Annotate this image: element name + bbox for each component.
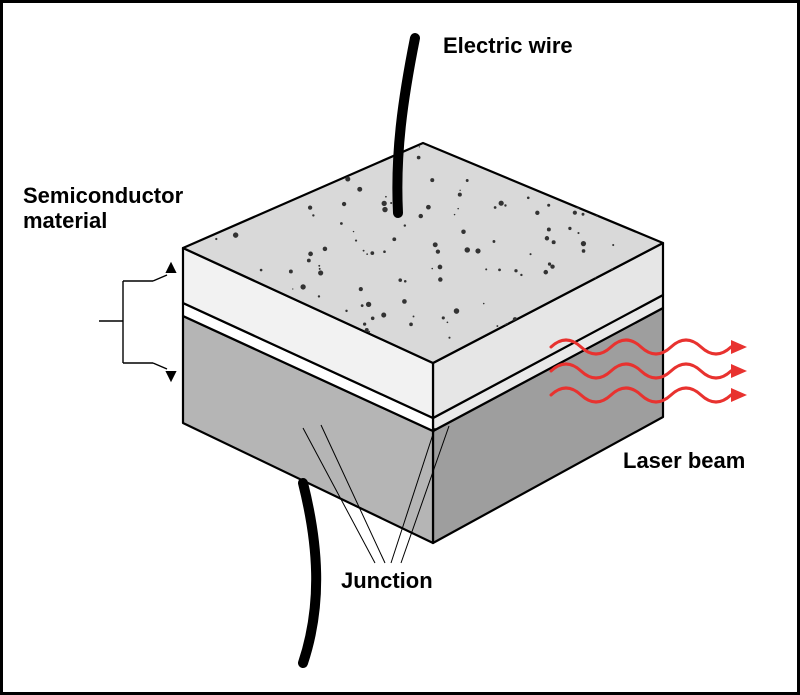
label-electric-wire: Electric wire [443, 33, 573, 58]
label-semiconductor-line1: Semiconductor [23, 183, 183, 208]
label-laser-beam: Laser beam [623, 448, 745, 473]
laser-arrowhead-2 [731, 388, 747, 402]
semi-arrow-up [165, 262, 176, 273]
laser-arrowhead-0 [731, 340, 747, 354]
label-junction: Junction [341, 568, 433, 593]
semi-lead-up [153, 275, 167, 281]
label-semiconductor: Semiconductor material [23, 183, 183, 234]
electric-wire-bottom [303, 483, 316, 663]
diagram-frame: Electric wire Semiconductor material Las… [0, 0, 800, 695]
semi-lead-dn [153, 363, 167, 369]
label-semiconductor-line2: material [23, 208, 107, 233]
semi-arrow-down [165, 371, 176, 382]
laser-arrowhead-1 [731, 364, 747, 378]
